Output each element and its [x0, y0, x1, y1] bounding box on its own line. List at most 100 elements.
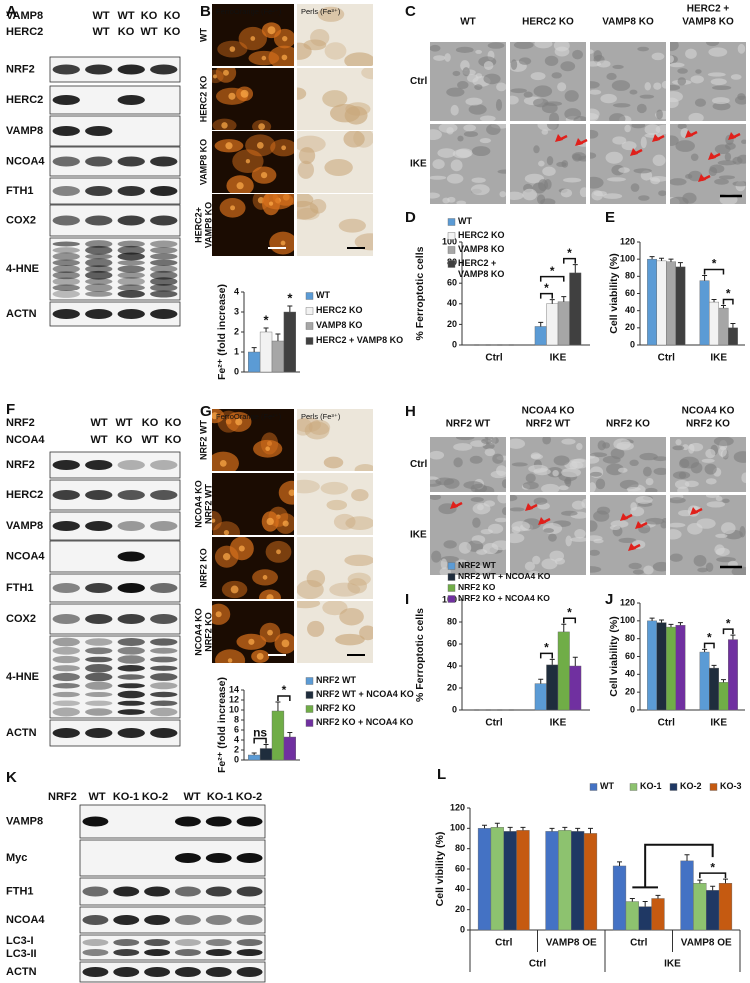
cell	[626, 486, 641, 492]
cell	[724, 152, 732, 162]
blot-band	[52, 700, 80, 707]
panel-letter: K	[6, 769, 17, 786]
cell	[718, 175, 735, 180]
micrograph	[212, 409, 294, 471]
significance-bracket	[539, 292, 553, 299]
cell	[590, 81, 600, 89]
lane-label: KO	[141, 10, 158, 22]
cell	[501, 507, 506, 516]
legend-label-box: NRF2 WT	[316, 675, 356, 685]
legend-label-box: HERC2 KO	[316, 305, 363, 315]
blot-strip	[79, 877, 266, 906]
cell	[465, 97, 483, 106]
legend-label: WT	[600, 781, 614, 791]
cell	[335, 633, 365, 646]
blot-row-label: VAMP8	[6, 815, 43, 827]
error-bar	[561, 296, 567, 302]
blot-row-label: FTH1	[6, 885, 34, 897]
micrograph	[297, 4, 373, 66]
legend-swatch	[589, 783, 598, 791]
blot-row-label: ACTN	[6, 308, 37, 320]
cell	[463, 481, 483, 489]
legend-label-box: NRF2 KO	[458, 582, 495, 592]
blot-band	[52, 614, 80, 624]
blot-band	[52, 490, 80, 500]
y-tick-label: 40	[447, 660, 457, 670]
legend-label: KO-3	[720, 781, 742, 791]
panel-letter: A	[6, 3, 17, 20]
y-tick-label: 6	[234, 724, 239, 734]
cell	[430, 44, 441, 52]
cell	[705, 478, 717, 485]
cell	[518, 57, 532, 65]
column-label: HERC2 +	[687, 4, 730, 15]
column-label: NRF2 KO	[686, 419, 730, 430]
blot-band	[117, 64, 145, 75]
cell	[435, 477, 455, 486]
blot-band	[236, 949, 263, 956]
cell	[308, 419, 331, 435]
cell	[484, 448, 496, 457]
blot-strip	[79, 839, 266, 877]
cell-core	[280, 240, 286, 246]
y-tick-label: 0	[234, 754, 239, 764]
cell	[510, 495, 518, 502]
blot-band	[117, 95, 145, 105]
cell	[456, 200, 467, 204]
significance-bracket	[722, 628, 734, 635]
cell	[645, 517, 665, 525]
cell	[309, 198, 327, 214]
panel-letter: G	[200, 403, 212, 420]
blot-band	[174, 967, 201, 977]
blot-band	[150, 259, 178, 266]
arrow-head	[728, 132, 736, 140]
legend-label: VAMP8 KO	[316, 320, 363, 330]
cell	[688, 170, 703, 182]
cell	[571, 500, 585, 510]
error-bar	[263, 327, 269, 332]
error-bar	[251, 752, 257, 755]
cell	[636, 103, 647, 114]
legend-label-box: HERC2 + VAMP8 KO	[316, 335, 403, 345]
cell	[688, 112, 704, 121]
cell	[677, 68, 688, 74]
cell	[304, 421, 330, 440]
cell	[714, 178, 729, 185]
blot-band	[52, 691, 80, 698]
cell-core	[276, 549, 281, 555]
lane-header-label: HERC2	[6, 26, 43, 38]
cell	[297, 160, 315, 179]
cell	[430, 495, 442, 500]
error-bar	[642, 901, 648, 907]
lane-header-label: VAMP8	[6, 10, 43, 22]
cell	[572, 153, 582, 162]
legend-label-box: KO-1	[640, 781, 662, 791]
bar	[534, 683, 547, 711]
cell	[561, 510, 578, 516]
cell	[530, 452, 541, 459]
micrograph	[212, 537, 294, 599]
legend-label-box: KO-3	[720, 781, 742, 791]
cell	[471, 177, 486, 183]
cell	[632, 569, 644, 575]
cell	[430, 450, 445, 460]
cell	[674, 479, 690, 489]
error-bar	[275, 701, 281, 711]
cell	[688, 442, 704, 452]
bar	[666, 261, 676, 346]
micrograph	[212, 131, 294, 193]
lane-label: WT	[90, 417, 107, 429]
blot-band	[85, 156, 113, 167]
cell	[491, 437, 499, 444]
cell	[446, 173, 464, 184]
blot-band	[117, 638, 145, 646]
cell	[651, 52, 665, 61]
blot-band	[144, 949, 171, 956]
lane-label: KO	[164, 10, 181, 22]
blot-band	[85, 245, 113, 255]
cell	[590, 129, 599, 139]
cell	[704, 463, 717, 475]
arrow-head	[538, 517, 546, 525]
cell	[670, 91, 683, 103]
